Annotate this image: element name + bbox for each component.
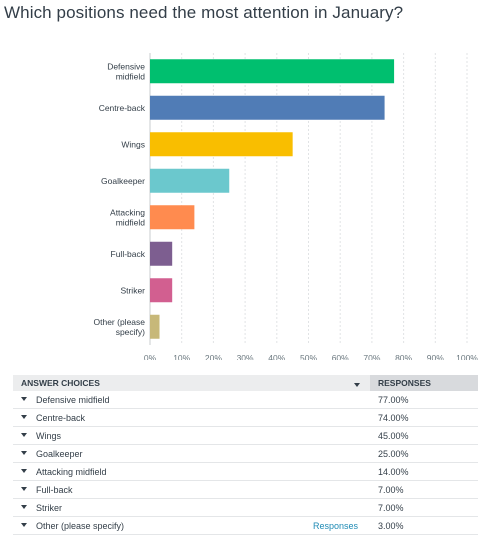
bar-striker — [150, 278, 173, 303]
answer-choice-label: Attacking midfield — [36, 466, 107, 477]
expand-caret-icon[interactable] — [21, 487, 27, 492]
x-tick-label: 100% — [456, 353, 478, 360]
category-label: Wings — [121, 139, 145, 149]
response-percent: 77.00% — [370, 391, 478, 409]
answer-choice-cell: Other (please specify) Responses — [13, 516, 370, 535]
category-label: Other (please specify) — [94, 317, 146, 337]
bar-other-please-specify — [150, 314, 160, 339]
expand-caret-icon[interactable] — [21, 505, 27, 510]
x-tick-label: 40% — [268, 353, 285, 360]
expand-caret-icon[interactable] — [21, 397, 27, 402]
answer-choice-cell: Goalkeeper — [13, 444, 370, 463]
table-row: Attacking midfield 14.00% — [13, 462, 478, 481]
answer-choice-cell: Defensive midfield — [13, 391, 370, 409]
response-percent: 3.00% — [370, 516, 478, 535]
table-row: Goalkeeper 25.00% — [13, 444, 478, 463]
x-tick-label: 50% — [300, 353, 317, 360]
x-tick-label: 60% — [332, 353, 349, 360]
table-row: Full-back 7.00% — [13, 480, 478, 499]
table-row: Defensive midfield 77.00% — [13, 391, 478, 409]
table-row: Centre-back 74.00% — [13, 408, 478, 427]
response-percent: 7.00% — [370, 498, 478, 517]
answer-choices-table: ANSWER CHOICES RESPONSES Defensive midfi… — [13, 375, 478, 535]
answer-choices-header[interactable]: ANSWER CHOICES — [13, 375, 370, 391]
answer-choice-cell: Centre-back — [13, 408, 370, 427]
expand-caret-icon[interactable] — [21, 415, 27, 420]
x-tick-label: 90% — [427, 353, 444, 360]
bar-centre-back — [150, 95, 385, 120]
answer-choice-label: Striker — [36, 502, 63, 513]
answer-choice-label: Full-back — [36, 484, 73, 495]
question-title: Which positions need the most attention … — [4, 3, 404, 22]
category-label: Attacking midfield — [110, 207, 145, 227]
answer-choice-label: Wings — [36, 430, 62, 441]
bar-wings — [150, 132, 293, 157]
category-label: Goalkeeper — [101, 176, 145, 186]
response-percent: 25.00% — [370, 444, 478, 463]
expand-caret-icon[interactable] — [21, 523, 27, 528]
answer-choice-cell: Full-back — [13, 480, 370, 499]
bar-attacking-midfield — [150, 205, 195, 230]
bar-goalkeeper — [150, 168, 230, 193]
x-tick-label: 80% — [395, 353, 412, 360]
category-label: Striker — [120, 285, 145, 295]
expand-caret-icon[interactable] — [21, 451, 27, 456]
answer-choice-label: Other (please specify) — [36, 520, 125, 531]
x-tick-label: 70% — [363, 353, 380, 360]
x-tick-label: 30% — [237, 353, 254, 360]
responses-header[interactable]: RESPONSES — [370, 375, 478, 391]
response-percent: 14.00% — [370, 462, 478, 481]
x-tick-label: 10% — [173, 353, 190, 360]
category-label: Centre-back — [99, 103, 146, 113]
expand-caret-icon[interactable] — [21, 469, 27, 474]
x-tick-label: 20% — [205, 353, 222, 360]
answer-choice-cell: Attacking midfield — [13, 462, 370, 481]
table-row: Wings 45.00% — [13, 426, 478, 445]
response-percent: 45.00% — [370, 426, 478, 445]
bar-full-back — [150, 241, 173, 266]
expand-caret-icon[interactable] — [21, 433, 27, 438]
response-percent: 7.00% — [370, 480, 478, 499]
bar-defensive-midfield — [150, 59, 395, 84]
table-row: Other (please specify) Responses 3.00% — [13, 516, 478, 535]
bar-chart: 0% 10% 20% 30% 40% 50% 60% 70% 80% 90% 100% Defensi… — [94, 53, 478, 360]
answer-choice-cell: Wings — [13, 426, 370, 445]
table-row: Striker 7.00% — [13, 498, 478, 517]
x-tick-label: 0% — [144, 353, 157, 360]
table-header-row: ANSWER CHOICES RESPONSES — [13, 375, 478, 391]
response-percent: 74.00% — [370, 408, 478, 427]
answer-choice-cell: Striker — [13, 498, 370, 517]
answer-choice-label: Goalkeeper — [36, 448, 83, 459]
category-label: Full-back — [111, 249, 146, 259]
answer-choices-header-label: ANSWER CHOICES — [21, 378, 100, 388]
sort-caret-icon[interactable] — [354, 383, 360, 387]
category-label: Defensive midfield — [107, 61, 145, 81]
responses-link[interactable]: Responses — [312, 520, 358, 531]
answer-choice-label: Defensive midfield — [36, 394, 110, 405]
answer-choice-label: Centre-back — [36, 412, 86, 423]
